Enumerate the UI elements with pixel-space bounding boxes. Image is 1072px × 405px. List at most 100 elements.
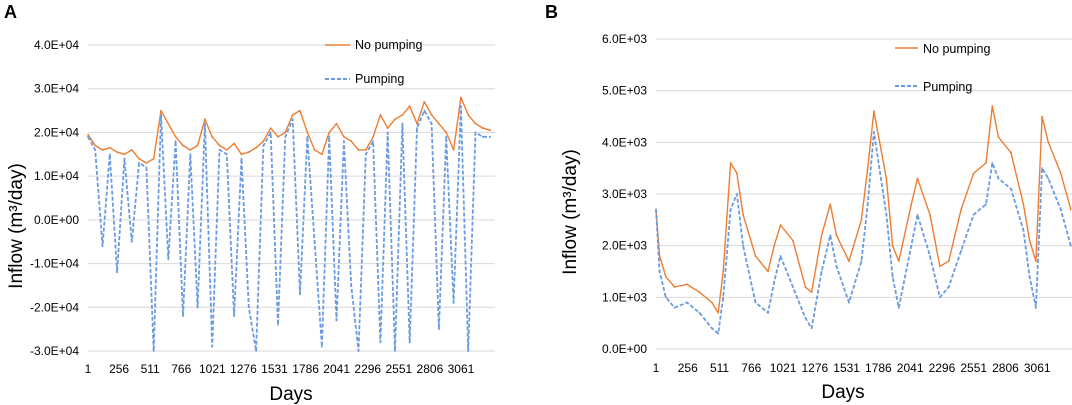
a-data-point-no-pumping	[401, 114, 404, 116]
b-data-point-no-pumping	[664, 275, 667, 278]
b-series-line-pumping	[655, 131, 1072, 335]
a-y-tick-label: 2.0E+04	[34, 125, 79, 139]
a-x-tick-label: 766	[171, 362, 191, 376]
a-data-point-pumping	[182, 315, 184, 317]
a-data-point-pumping	[364, 153, 367, 156]
a-data-point-pumping	[474, 131, 477, 134]
b-data-point-pumping	[960, 249, 962, 252]
a-data-point-no-pumping	[262, 140, 265, 143]
b-data-point-no-pumping	[717, 311, 720, 314]
a-data-point-no-pumping	[430, 114, 433, 116]
b-data-point-pumping	[972, 213, 975, 216]
a-data-point-pumping	[189, 153, 192, 156]
b-y-tick-label: 6.0E+03	[602, 32, 647, 46]
b-data-point-no-pumping	[673, 286, 676, 288]
a-data-point-no-pumping	[167, 122, 170, 125]
a-data-point-pumping	[423, 109, 426, 112]
b-data-point-no-pumping	[804, 286, 807, 288]
a-data-point-no-pumping	[255, 146, 257, 149]
a-data-point-pumping	[445, 135, 448, 138]
b-data-point-pumping	[1010, 187, 1012, 190]
chart-b-x-axis-title: Days	[821, 382, 864, 403]
a-data-point-no-pumping	[357, 149, 360, 151]
a-x-tick-label: 1021	[199, 362, 226, 376]
b-data-point-no-pumping	[820, 234, 823, 237]
b-y-tick-label: 5.0E+03	[602, 84, 647, 98]
a-data-point-pumping	[87, 135, 89, 138]
a-data-point-no-pumping	[94, 144, 97, 147]
a-y-tick-label: -1.0E+04	[30, 257, 79, 271]
b-data-point-no-pumping	[729, 162, 732, 164]
panel-label-a: A	[4, 2, 17, 22]
chart-a-series	[87, 96, 491, 352]
b-x-tick-label: 1021	[770, 361, 797, 375]
a-data-point-pumping	[145, 166, 148, 169]
b-data-point-pumping	[722, 296, 725, 299]
b-x-tick-label: 1276	[801, 361, 828, 375]
b-data-point-no-pumping	[1028, 239, 1031, 242]
b-data-point-no-pumping	[767, 270, 769, 273]
b-data-point-pumping	[729, 208, 732, 211]
b-data-point-no-pumping	[960, 208, 962, 211]
b-data-point-pumping	[742, 244, 744, 247]
a-data-point-pumping	[233, 315, 236, 317]
a-data-point-pumping	[101, 245, 104, 248]
a-data-point-no-pumping	[394, 118, 396, 121]
a-y-tick-label: -2.0E+04	[30, 300, 79, 314]
b-x-tick-label: 1786	[865, 361, 892, 375]
b-data-point-pumping	[1069, 244, 1072, 247]
a-x-tick-label: 1276	[230, 362, 257, 376]
a-data-point-no-pumping	[277, 135, 279, 138]
b-data-point-no-pumping	[860, 218, 863, 221]
b-y-tick-label: 3.0E+03	[602, 187, 647, 201]
a-y-tick-label: -3.0E+04	[30, 344, 79, 358]
b-data-point-no-pumping	[1047, 141, 1050, 144]
a-data-point-pumping	[401, 122, 404, 125]
a-data-point-pumping	[299, 293, 301, 296]
b-y-tick-label: 0.0E+00	[602, 342, 647, 356]
a-data-point-no-pumping	[474, 122, 477, 125]
b-data-point-pumping	[848, 301, 850, 304]
a-x-tick-label: 2806	[417, 362, 444, 376]
a-data-point-no-pumping	[152, 157, 155, 160]
b-data-point-pumping	[655, 208, 657, 211]
a-data-point-pumping	[240, 157, 243, 160]
a-x-tick-label: 256	[109, 362, 129, 376]
a-y-tick-label: 3.0E+04	[34, 82, 79, 96]
a-data-point-no-pumping	[364, 149, 367, 151]
chart-b-svg: B 0.0E+00 1.0E+03 2.0E+03 3.0E+03 4.0E+03 5.0…	[545, 2, 1072, 403]
a-data-point-pumping	[255, 350, 257, 352]
b-data-point-pumping	[820, 270, 823, 273]
a-data-point-no-pumping	[174, 135, 177, 138]
b-data-point-no-pumping	[736, 172, 738, 175]
b-data-point-pumping	[686, 301, 688, 304]
chart-a-x-ticks: 1 256 511 766 1021 1276 1531 1786 2041 2296 2551 28…	[85, 362, 475, 376]
chart-a-svg: A -3.0E+04 -2.0E+04 -1.0E+04 0.0E+00 1.0E+04…	[4, 2, 495, 405]
b-data-point-pumping	[658, 270, 661, 273]
a-data-point-no-pumping	[204, 118, 206, 121]
b-data-point-no-pumping	[773, 244, 776, 247]
b-data-point-pumping	[1022, 229, 1025, 232]
b-data-point-no-pumping	[698, 291, 701, 294]
b-data-point-no-pumping	[947, 260, 950, 263]
b-series-line-no-pumping	[655, 105, 1072, 314]
a-y-tick-label: 4.0E+04	[34, 38, 79, 52]
chart-panel-a: A -3.0E+04 -2.0E+04 -1.0E+04 0.0E+00 1.0E+04…	[0, 0, 530, 405]
a-data-point-no-pumping	[321, 153, 323, 156]
b-data-point-no-pumping	[792, 239, 794, 242]
b-data-point-pumping	[860, 260, 863, 263]
a-data-point-no-pumping	[101, 149, 104, 151]
b-data-point-no-pumping	[916, 177, 919, 180]
b-data-point-no-pumping	[1022, 203, 1025, 206]
b-data-point-no-pumping	[985, 162, 987, 164]
b-data-point-pumping	[810, 327, 813, 330]
b-data-point-no-pumping	[1041, 115, 1043, 118]
b-data-point-no-pumping	[939, 265, 941, 268]
a-data-point-no-pumping	[291, 114, 294, 116]
b-data-point-pumping	[991, 162, 994, 164]
b-data-point-no-pumping	[779, 224, 782, 226]
b-data-point-pumping	[897, 306, 900, 309]
b-data-point-pumping	[873, 131, 875, 133]
b-data-point-no-pumping	[997, 136, 1000, 139]
chart-a-gridlines	[88, 44, 495, 352]
